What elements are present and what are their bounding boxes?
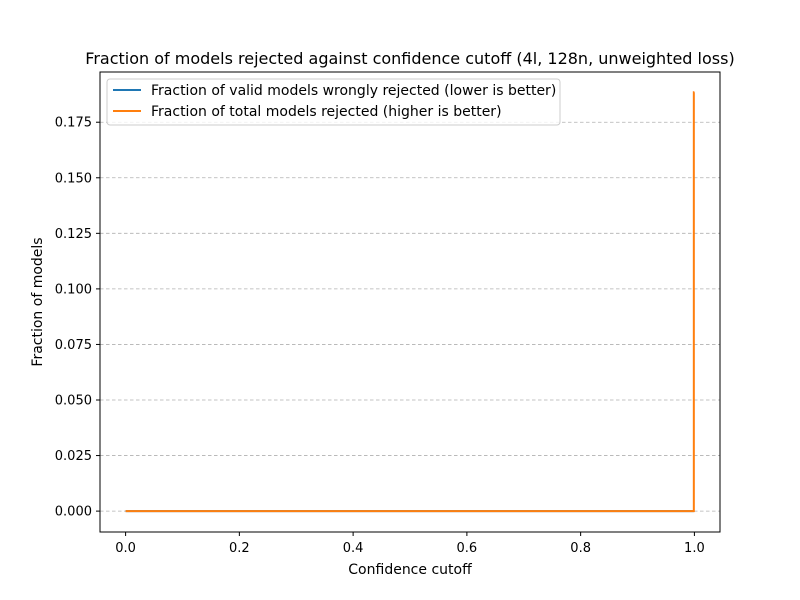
y-tick-label: 0.175 (55, 116, 92, 131)
legend-label-total-rejected: Fraction of total models rejected (highe… (151, 104, 502, 120)
legend-box (106, 78, 561, 126)
y-tick-label: 0.025 (55, 449, 92, 464)
y-tick-label: 0.075 (55, 338, 92, 353)
x-tick-label: 1.0 (684, 541, 705, 556)
x-tick-label: 0.8 (570, 541, 591, 556)
legend-label-valid-wrongly-rejected: Fraction of valid models wrongly rejecte… (151, 83, 556, 99)
x-axis-ticks: 0.0 0.2 0.4 0.6 0.8 1.0 (115, 532, 705, 556)
x-tick-label: 0.4 (343, 541, 364, 556)
plot-frame (99, 71, 721, 533)
y-axis-ticks: 0.000 0.025 0.050 0.075 0.100 0.125 0.150 0.175 (55, 116, 100, 520)
x-tick-label: 0.0 (115, 541, 136, 556)
series-lines (125, 91, 695, 513)
y-tick-label: 0.050 (55, 394, 92, 409)
legend: Fraction of valid models wrongly rejecte… (106, 78, 561, 126)
x-axis-label: Confidence cutoff (348, 562, 472, 578)
y-tick-label: 0.100 (55, 282, 92, 297)
y-tick-label: 0.125 (55, 227, 92, 242)
y-tick-label: 0.150 (55, 171, 92, 186)
y-axis-label: Fraction of models (30, 237, 46, 366)
chart-title: Fraction of models rejected against conf… (85, 49, 734, 68)
x-tick-label: 0.2 (229, 541, 250, 556)
series-line-1 (125, 91, 695, 513)
x-tick-label: 0.6 (457, 541, 478, 556)
y-tick-label: 0.000 (55, 505, 92, 520)
